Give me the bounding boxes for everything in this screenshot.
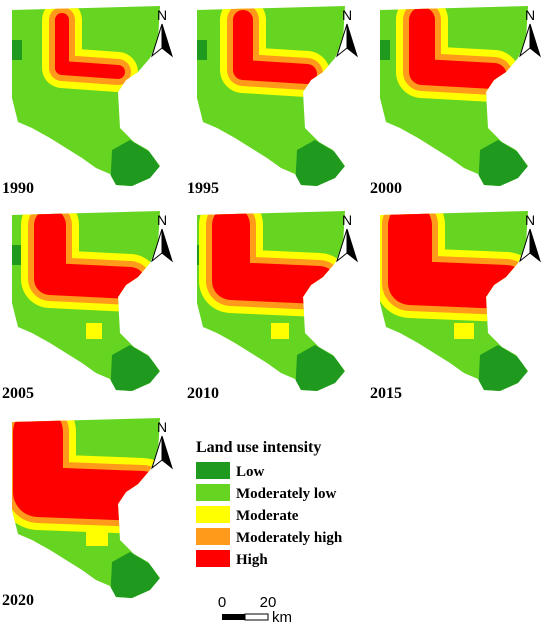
year-label: 1990 (2, 180, 34, 197)
high-zone (34, 211, 146, 299)
high-zone (13, 418, 160, 521)
year-label: 2000 (370, 180, 402, 197)
low-patch (110, 140, 160, 186)
legend-label: High (236, 552, 268, 568)
north-arrow-right (161, 435, 173, 470)
north-label: N (342, 7, 352, 23)
scale-unit: km (272, 609, 292, 626)
map-panel: 2015 N (370, 211, 541, 402)
legend-swatch (196, 550, 230, 567)
intensity-layers (380, 211, 528, 391)
legend-swatch (196, 462, 230, 479)
intensity-layers (12, 6, 160, 186)
north-arrow-right (161, 23, 173, 58)
year-label: 2020 (2, 592, 34, 609)
low-patch (110, 345, 160, 391)
intensity-layers (12, 211, 160, 391)
moderate-patch (454, 323, 474, 339)
north-arrow-right (346, 23, 358, 58)
low-patch (478, 345, 528, 391)
low-patch (110, 552, 160, 598)
legend-swatch (196, 528, 230, 545)
north-label: N (525, 7, 535, 23)
low-patch (12, 40, 22, 60)
north-label: N (157, 7, 167, 23)
high-zone (212, 211, 338, 304)
legend-label: Moderately high (236, 530, 343, 546)
north-label: N (342, 212, 352, 228)
map-panel: 2010 N (187, 211, 358, 402)
high-zone (388, 211, 528, 309)
map-panel: 2000 N (370, 6, 541, 197)
year-label: 1995 (187, 180, 219, 197)
low-patch (478, 140, 528, 186)
legend-label: Moderate (236, 508, 299, 524)
year-label: 2015 (370, 385, 402, 402)
legend-label: Moderately low (236, 486, 337, 502)
legend-title: Land use intensity (196, 439, 321, 456)
moderate-patch (86, 530, 108, 546)
high-zone (55, 13, 125, 79)
north-arrow-right (346, 228, 358, 263)
legend-swatch (196, 484, 230, 501)
low-patch (295, 345, 345, 391)
moderate-patch (271, 323, 289, 339)
low-patch (295, 140, 345, 186)
map-panel: 2020 N (2, 418, 173, 609)
north-label: N (157, 212, 167, 228)
low-patch (12, 245, 22, 265)
north-arrow-right (161, 228, 173, 263)
map-panel: 2005 N (2, 211, 173, 402)
scale-bar-black (222, 614, 245, 620)
year-label: 2010 (187, 385, 219, 402)
scale-label: 20 (260, 594, 277, 611)
high-zone (233, 10, 317, 84)
intensity-layers (380, 6, 528, 186)
high-zone (409, 7, 507, 89)
north-arrow-right (529, 228, 541, 263)
low-patch (380, 40, 390, 60)
intensity-layers (197, 211, 345, 391)
intensity-layers (197, 6, 345, 186)
low-patch (197, 40, 207, 60)
legend-label: Low (236, 464, 265, 480)
intensity-layers (12, 418, 160, 598)
legend-swatch (196, 506, 230, 523)
scale-label: 0 (218, 594, 226, 611)
year-label: 2005 (2, 385, 34, 402)
map-panel: 1995 N (187, 6, 358, 197)
map-panel: 1990 N (2, 6, 173, 197)
north-label: N (525, 212, 535, 228)
moderate-patch (86, 323, 102, 339)
scale-bar-white (244, 613, 269, 621)
north-label: N (157, 419, 167, 435)
north-arrow-right (529, 23, 541, 58)
